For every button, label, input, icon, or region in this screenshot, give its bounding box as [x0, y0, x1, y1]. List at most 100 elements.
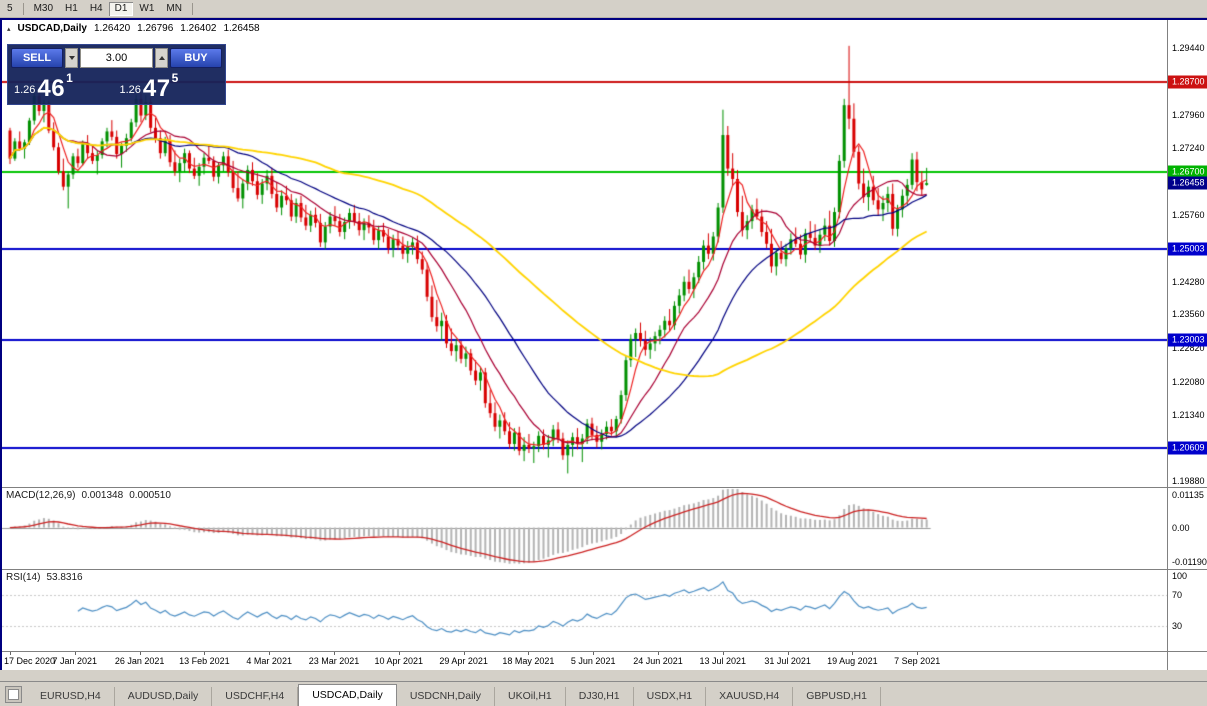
timeframe-button-w1[interactable]: W1: [139, 2, 155, 14]
rsi-panel: RSI(14) 53.8316: [2, 569, 1167, 651]
price-axis-label: 1.24280: [1172, 276, 1205, 287]
buy-price-prefix: 1.26: [119, 84, 141, 96]
chart-tabs: EURUSD,H4 AUDUSD,Daily USDCHF,H4 USDCAD,Dai…: [27, 681, 881, 706]
tab-gbpusd-h1[interactable]: GBPUSD,H1: [793, 687, 881, 706]
time-axis-tick: [74, 652, 76, 655]
time-axis-tick: [204, 652, 206, 655]
tab-audusd-daily[interactable]: AUDUSD,Daily: [115, 687, 213, 706]
ohlc-close: 1.26458: [223, 23, 260, 34]
date-label: 13 Jul 2021: [699, 656, 747, 666]
tab-usdx-h1[interactable]: USDX,H1: [634, 687, 707, 706]
macd-main-value: 0.001348: [81, 490, 124, 501]
price-axis-label: 1.23560: [1172, 309, 1205, 320]
time-axis-tick: [463, 652, 465, 655]
chart-tabbar: EURUSD,H4 AUDUSD,Daily USDCHF,H4 USDCAD,Dai…: [0, 681, 1207, 706]
date-label: 10 Apr 2021: [374, 656, 424, 666]
macd-name: MACD(12,26,9): [6, 490, 76, 501]
timeframe-button-m30[interactable]: M30: [33, 2, 54, 14]
time-axis-tick: [139, 652, 141, 655]
time-axis-tick: [917, 652, 919, 655]
date-label: 7 Sep 2021: [894, 656, 941, 666]
rsi-name: RSI(14): [6, 572, 41, 583]
chart-symbol-label: USDCAD,Daily: [17, 23, 87, 34]
timeframe-button-d1[interactable]: D1: [108, 1, 134, 16]
toolbar-separator: [22, 2, 24, 15]
buy-price-big: 47: [142, 75, 171, 102]
time-axis-tick: [334, 652, 335, 655]
timeframe-button-5[interactable]: 5: [7, 2, 13, 14]
panel-separator: [1168, 487, 1207, 488]
time-axis-tick: [398, 652, 400, 655]
tab-ukoil-h1[interactable]: UKOil,H1: [495, 687, 566, 706]
window-list-icon[interactable]: [5, 686, 22, 703]
volume-decrease-button[interactable]: [65, 48, 78, 68]
ohlc-open: 1.26420: [93, 23, 131, 34]
macd-axis-label: 0.00: [1172, 522, 1190, 533]
price-axis-label: 1.27240: [1172, 142, 1205, 153]
one-click-trade-panel: SELL 3.00 BUY 1.26 46 1: [7, 44, 226, 105]
volume-increase-button[interactable]: [155, 48, 168, 68]
sell-price-big: 46: [37, 75, 66, 102]
tab-usdcad-daily[interactable]: USDCAD,Daily: [298, 684, 397, 706]
price-badge-support-line-blue: 1.23003: [1168, 333, 1207, 347]
time-axis: 17 Dec 2020 7 Jan 2021 26 Jan 2021 13 Feb 2…: [2, 651, 1167, 670]
timeframe-button-h1[interactable]: H1: [65, 2, 78, 14]
sell-price[interactable]: 1.26 46 1: [11, 70, 117, 101]
price-badge-support-line-blue: 1.25003: [1168, 242, 1207, 256]
arrow-down-icon: [68, 56, 75, 60]
date-label: 18 May 2021: [502, 656, 555, 666]
tab-eurusd-h4[interactable]: EURUSD,H4: [27, 687, 115, 706]
macd-axis-label: -0.01190: [1172, 557, 1207, 567]
date-label: 4 Mar 2021: [246, 656, 292, 666]
time-axis-tick: [658, 652, 659, 655]
time-axis-tick: [593, 652, 595, 655]
ohlc-high: 1.26796: [137, 23, 174, 34]
rsi-canvas: [2, 570, 1167, 651]
sell-price-sup: 1: [66, 71, 73, 85]
chart-window: ▴ USDCAD,Daily 1.26420 1.26796 1.26402 1…: [0, 18, 1207, 670]
panel-separator: [1168, 569, 1207, 570]
date-label: 19 Aug 2021: [827, 656, 878, 666]
sell-price-prefix: 1.26: [14, 84, 36, 96]
date-label: 7 Jan 2021: [52, 656, 98, 666]
date-label: 13 Feb 2021: [179, 656, 230, 666]
time-axis-tick: [528, 652, 530, 655]
timeframe-button-h4[interactable]: H4: [89, 2, 103, 14]
buy-button[interactable]: BUY: [170, 48, 222, 68]
rsi-label: RSI(14) 53.8316: [6, 572, 83, 583]
price-badge-resistance-line: 1.28700: [1168, 75, 1207, 89]
trade-panel-toggle-icon[interactable]: ▴: [7, 25, 11, 33]
volume-input[interactable]: 3.00: [80, 48, 153, 68]
time-axis-tick: [722, 652, 724, 655]
rsi-value: 53.8316: [46, 572, 83, 583]
tab-dj30-h1[interactable]: DJ30,H1: [566, 687, 634, 706]
price-axis-label: 1.27960: [1172, 110, 1205, 121]
macd-canvas: [2, 488, 1167, 569]
timeframe-button-mn[interactable]: MN: [166, 2, 182, 14]
price-axis-label: 1.25760: [1172, 209, 1205, 220]
main-chart-area: ▴ USDCAD,Daily 1.26420 1.26796 1.26402 1…: [2, 20, 1167, 487]
tab-xauusd-h4[interactable]: XAUUSD,H4: [706, 687, 794, 706]
price-badge-support-line-blue: 1.20609: [1168, 441, 1207, 455]
date-label: 24 Jun 2021: [633, 656, 683, 666]
date-label: 31 Jul 2021: [764, 656, 811, 666]
sell-button[interactable]: SELL: [11, 48, 63, 68]
tab-usdchf-h4[interactable]: USDCHF,H4: [212, 687, 299, 706]
time-axis-tick: [269, 652, 271, 655]
price-badge-current-price: 1.26458: [1168, 176, 1207, 190]
buy-price[interactable]: 1.26 47 5: [117, 70, 223, 101]
date-label: 17 Dec 2020: [4, 656, 56, 666]
tab-usdcnh-daily[interactable]: USDCNH,Daily: [397, 687, 495, 706]
rsi-axis-label: 100: [1172, 571, 1188, 581]
ohlc-low: 1.26402: [180, 23, 217, 34]
price-axis-label: 1.21340: [1172, 410, 1205, 420]
arrow-up-icon: [158, 56, 165, 60]
macd-panel: MACD(12,26,9) 0.001348 0.000510: [2, 487, 1167, 569]
chart-title: ▴ USDCAD,Daily 1.26420 1.26796 1.26402 1…: [7, 23, 260, 34]
toolbar-separator: [191, 2, 193, 15]
date-label: 5 Jun 2021: [570, 656, 616, 666]
buy-price-sup: 5: [171, 71, 179, 85]
price-axis-label: 1.22080: [1172, 376, 1205, 387]
macd-axis-label: 0.01135: [1172, 490, 1204, 500]
